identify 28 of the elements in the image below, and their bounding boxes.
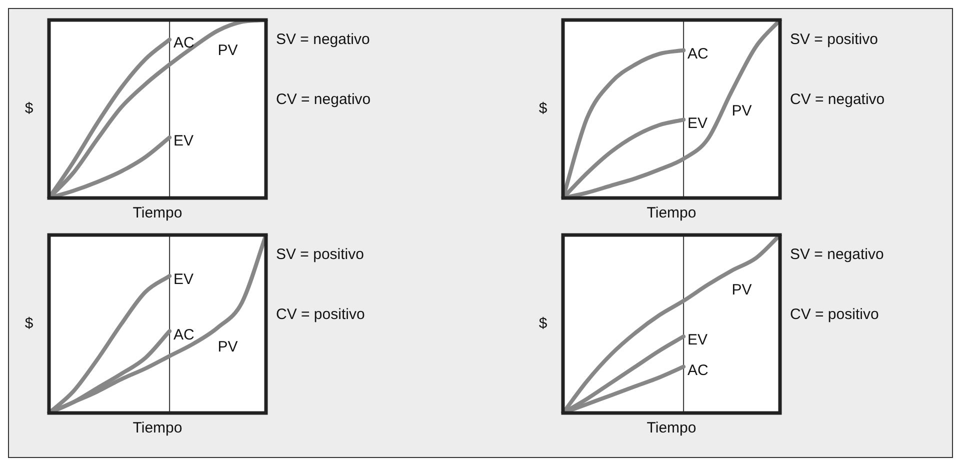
text: SV = positivo xyxy=(790,31,878,48)
x-axis-title: Tiempo xyxy=(132,420,182,437)
x-axis-title: Tiempo xyxy=(646,204,696,222)
series-label: PV xyxy=(218,338,238,356)
text: SV = negativo xyxy=(276,31,370,48)
y-axis-title: $ xyxy=(538,315,548,332)
series-label: EV xyxy=(174,132,194,150)
series-label: AC xyxy=(688,362,709,379)
series-label: AC xyxy=(174,34,195,52)
text: CV = positivo xyxy=(276,306,365,323)
y-axis-title: $ xyxy=(24,100,34,118)
series-label: EV xyxy=(174,271,194,288)
series-label: EV xyxy=(688,332,708,349)
text: CV = positivo xyxy=(790,306,879,323)
text: CV = negativo xyxy=(790,91,885,108)
text: SV = positivo xyxy=(276,246,364,263)
y-axis-title: $ xyxy=(24,315,34,332)
text: CV = negativo xyxy=(276,91,371,108)
series-label: PV xyxy=(732,282,752,299)
x-axis-title: Tiempo xyxy=(646,420,696,437)
x-axis-title: Tiempo xyxy=(132,204,182,222)
series-label: PV xyxy=(732,102,752,120)
series-label: AC xyxy=(174,326,195,344)
series-label: AC xyxy=(688,45,709,62)
y-axis-title: $ xyxy=(538,100,548,118)
series-label: EV xyxy=(688,114,708,132)
series-label: PV xyxy=(218,42,238,59)
text: SV = negativo xyxy=(790,246,884,263)
